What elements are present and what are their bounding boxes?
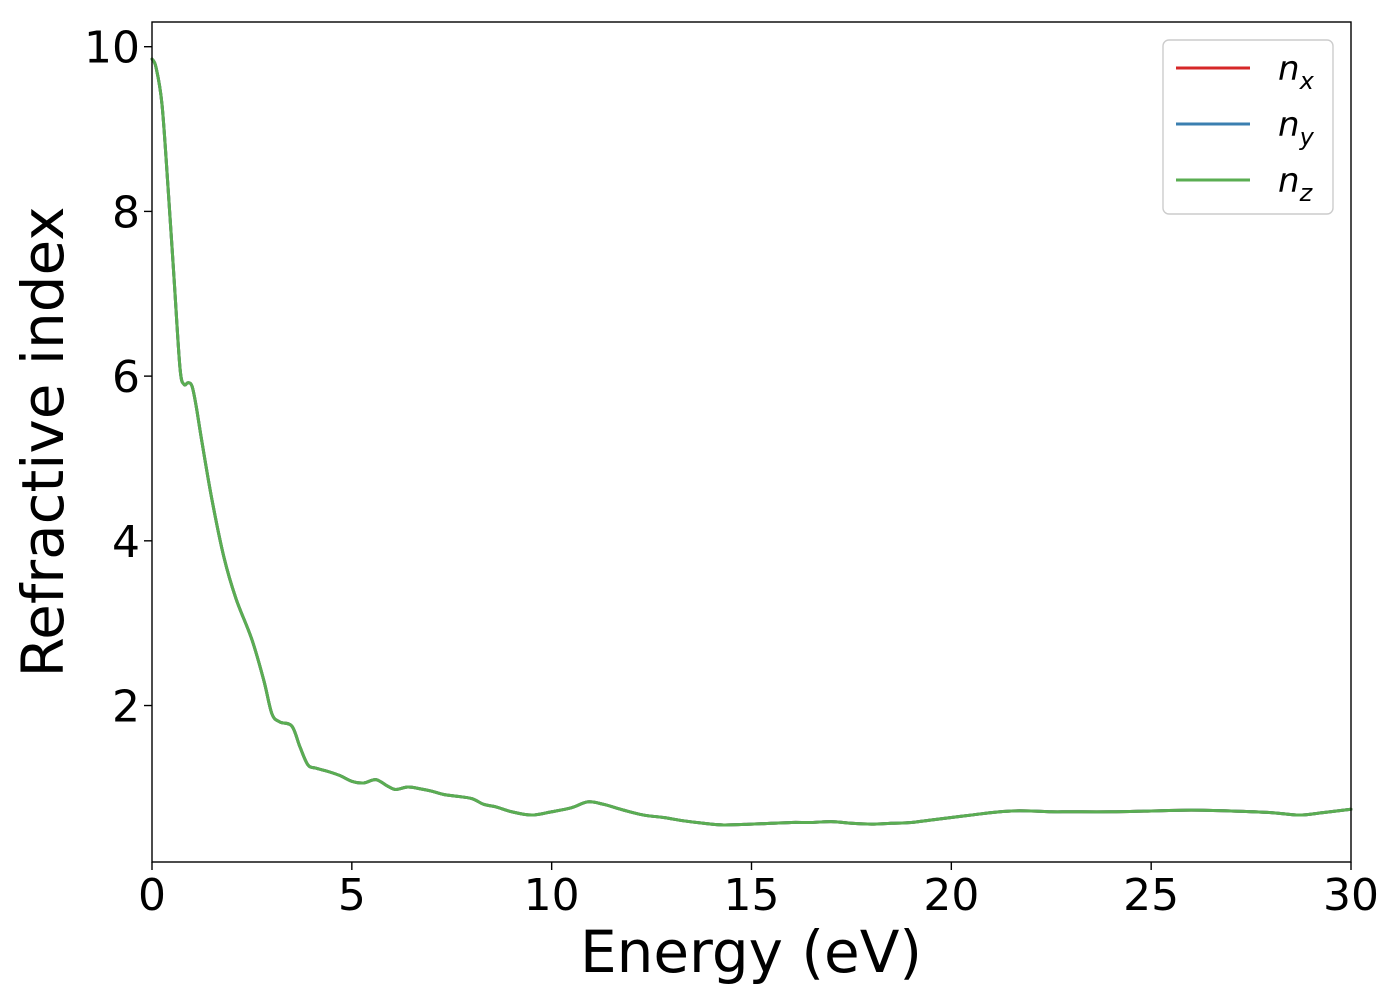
y-tick-label: 10 (84, 23, 140, 74)
legend-label-n-z: nz (1278, 161, 1314, 207)
x-tick-label: 10 (524, 870, 580, 921)
y-axis: 2 4 6 8 10 (84, 23, 152, 733)
y-tick-label: 6 (112, 352, 140, 403)
legend-subscript: y (1299, 123, 1315, 151)
x-tick-label: 5 (338, 870, 366, 921)
legend-symbol: n (1278, 49, 1300, 89)
x-axis-title: Energy (eV) (580, 918, 922, 986)
legend-box (1162, 39, 1334, 215)
legend-symbol: n (1278, 105, 1300, 145)
x-tick-label: 20 (923, 870, 979, 921)
y-tick-label: 4 (112, 517, 140, 568)
x-tick-label: 15 (724, 870, 780, 921)
y-axis-title: Refractive index (9, 206, 77, 677)
series-line-n-z (150, 57, 1353, 827)
x-axis: 0 5 10 15 20 25 30 (138, 862, 1379, 921)
legend-label-n-x: nx (1278, 49, 1315, 95)
x-tick-label: 25 (1123, 870, 1179, 921)
legend-label-n-y: ny (1278, 105, 1315, 151)
y-tick-label: 8 (112, 187, 140, 238)
y-tick-label: 2 (112, 682, 140, 733)
legend-subscript: z (1299, 179, 1314, 207)
x-tick-label: 0 (138, 870, 166, 921)
legend-subscript: x (1299, 67, 1315, 95)
x-tick-label: 30 (1323, 870, 1379, 921)
series-layer (150, 57, 1353, 827)
legend-symbol: n (1278, 161, 1300, 201)
